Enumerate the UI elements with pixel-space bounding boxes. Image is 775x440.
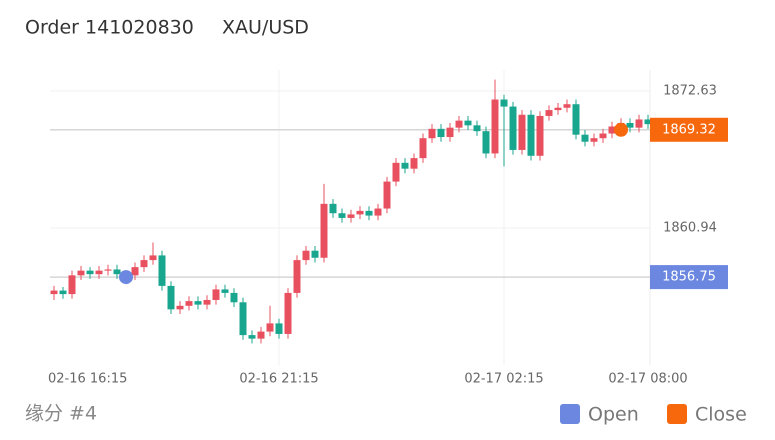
legend-label: Open bbox=[588, 404, 639, 426]
candle-body bbox=[545, 110, 553, 116]
candle-body bbox=[581, 134, 589, 142]
trade-marker bbox=[614, 122, 628, 137]
candle-body bbox=[203, 299, 211, 305]
candle-body bbox=[518, 114, 526, 150]
candle-body bbox=[401, 162, 409, 169]
candle-body bbox=[167, 285, 175, 310]
candle-body bbox=[482, 131, 490, 154]
candle-body bbox=[50, 290, 58, 295]
trade-marker bbox=[119, 270, 133, 285]
candle-body bbox=[419, 138, 427, 159]
candle-body bbox=[239, 302, 247, 336]
candle-body bbox=[86, 270, 94, 275]
candle-body bbox=[491, 99, 499, 154]
candle-body bbox=[257, 331, 265, 339]
candle-body bbox=[626, 122, 634, 128]
candle-body bbox=[77, 270, 85, 276]
candle-body bbox=[194, 301, 202, 305]
candle-body bbox=[59, 290, 67, 295]
price-tag bbox=[650, 265, 728, 290]
candle-body bbox=[473, 125, 481, 132]
candle-body bbox=[410, 158, 418, 169]
candle-body bbox=[455, 120, 463, 128]
candle-body bbox=[347, 214, 355, 218]
x-tick-label: 02-17 08:00 bbox=[608, 372, 687, 387]
candle-body bbox=[149, 255, 157, 261]
price-tag bbox=[650, 117, 728, 142]
candle-body bbox=[527, 114, 535, 156]
y-tick-label: 1872.63 bbox=[663, 83, 717, 98]
candle-body bbox=[302, 250, 310, 261]
candle-body bbox=[266, 323, 274, 332]
candle-body bbox=[320, 203, 328, 258]
order-id: Order 141020830 bbox=[25, 17, 194, 39]
candle-body bbox=[212, 289, 220, 300]
candle-body bbox=[437, 128, 445, 138]
y-tick-label: 1860.94 bbox=[663, 220, 717, 235]
candle-body bbox=[140, 260, 148, 268]
candle-body bbox=[338, 213, 346, 218]
candle-body bbox=[392, 162, 400, 182]
price-tag-label: 1869.32 bbox=[662, 122, 716, 137]
legend-swatch bbox=[560, 404, 580, 424]
candle-body bbox=[365, 210, 373, 216]
candle-body bbox=[131, 267, 139, 276]
candle-body bbox=[293, 260, 301, 293]
candle-body bbox=[275, 323, 283, 334]
candle-body bbox=[176, 305, 184, 310]
candle-body bbox=[635, 119, 643, 128]
candle-body bbox=[509, 106, 517, 150]
candle-body bbox=[563, 104, 571, 108]
price-tag-label: 1856.75 bbox=[662, 270, 716, 285]
candle-body bbox=[311, 250, 319, 258]
candle-body bbox=[374, 208, 382, 216]
candle-body bbox=[104, 269, 112, 271]
candle-body bbox=[644, 119, 652, 125]
candle-body bbox=[572, 104, 580, 135]
candle-body bbox=[590, 138, 598, 142]
candle-body bbox=[185, 301, 193, 306]
candle-body bbox=[329, 203, 337, 214]
candle-body bbox=[68, 275, 76, 295]
candle-body bbox=[608, 126, 616, 134]
candle-body bbox=[446, 127, 454, 138]
candle-body bbox=[536, 115, 544, 156]
candle-body bbox=[383, 181, 391, 209]
symbol: XAU/USD bbox=[222, 17, 309, 39]
candle-body bbox=[95, 270, 103, 275]
footer-label: 缘分 #4 bbox=[25, 403, 97, 425]
candle-body bbox=[599, 133, 607, 139]
candle-body bbox=[356, 210, 364, 215]
candle-body bbox=[248, 335, 256, 339]
candle-body bbox=[284, 292, 292, 334]
legend-swatch bbox=[667, 404, 687, 424]
x-tick-label: 02-16 16:15 bbox=[48, 372, 127, 387]
candle-body bbox=[464, 120, 472, 126]
candle-body bbox=[554, 107, 562, 111]
candle-body bbox=[500, 99, 508, 107]
x-tick-label: 02-16 21:15 bbox=[239, 372, 318, 387]
candle-body bbox=[221, 289, 229, 293]
candle-body bbox=[428, 128, 436, 139]
candle-body bbox=[158, 255, 166, 286]
candle-body bbox=[113, 269, 121, 275]
candle-body bbox=[230, 292, 238, 303]
x-tick-label: 02-17 02:15 bbox=[464, 372, 543, 387]
legend-label: Close bbox=[695, 404, 747, 426]
